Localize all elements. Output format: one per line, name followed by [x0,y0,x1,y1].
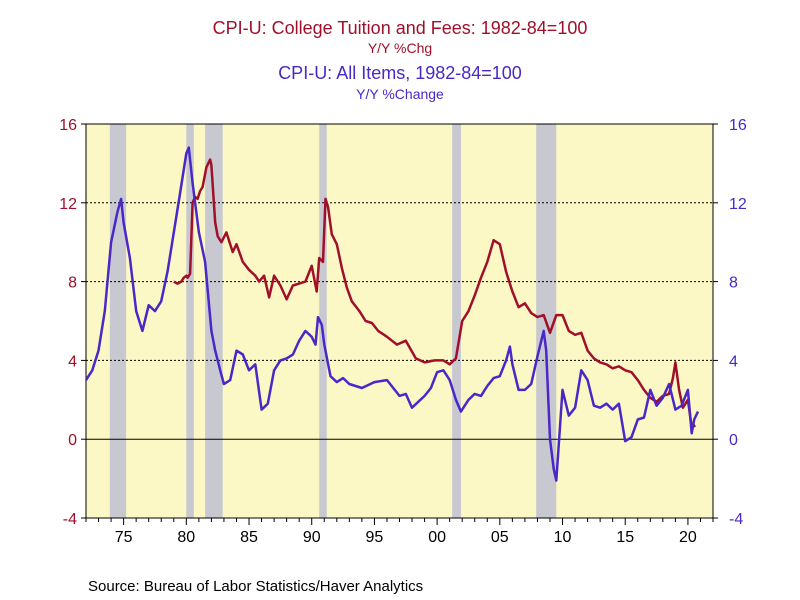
source-note: Source: Bureau of Labor Statistics/Haver… [88,578,424,595]
chart-title-tuition: CPI-U: College Tuition and Fees: 1982-84… [212,18,588,38]
recession-band [205,124,223,518]
x-tick-label: 90 [303,529,321,546]
chart-title-all-items: CPI-U: All Items, 1982-84=100 [278,63,522,83]
y-tick-label-right: 12 [729,196,747,213]
series-all-items-line [84,146,700,482]
y-tick-label-right: 8 [729,275,738,292]
y-tick-label-left: 12 [59,196,77,213]
y-tick-label-right: -4 [729,511,743,528]
y-tick-label-left: 8 [68,275,77,292]
y-tick-label-left: 16 [59,117,77,134]
recession-band [319,124,327,518]
x-tick-label: 95 [366,529,384,546]
y-tick-label-right: 16 [729,117,747,134]
x-tick-label: 05 [491,529,509,546]
y-tick-label-right: 4 [729,353,738,370]
x-tick-label: 15 [616,529,634,546]
y-tick-label-left: -4 [63,511,77,528]
recession-band [452,124,461,518]
y-tick-label-left: 0 [68,432,77,449]
chart-subtitle-tuition: Y/Y %Chg [367,40,433,56]
plot-area [86,124,713,518]
chart-subtitle-all-items: Y/Y %Change [356,86,444,102]
x-tick-label: 80 [177,529,195,546]
recession-band [109,124,127,518]
x-tick-label: 85 [240,529,258,546]
x-tick-label: 00 [428,529,446,546]
y-tick-label-left: 4 [68,353,77,370]
series-tuition-line [173,158,696,429]
x-tick-label: 10 [554,529,572,546]
y-tick-label-right: 0 [729,432,738,449]
x-tick-label: 75 [115,529,133,546]
recession-band [186,124,194,518]
x-tick-label: 20 [679,529,697,546]
